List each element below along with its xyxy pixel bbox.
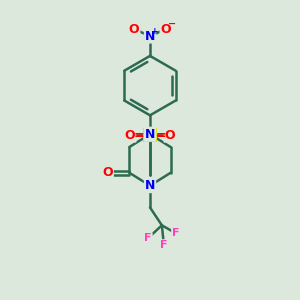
Text: F: F — [160, 240, 168, 250]
Text: =: = — [156, 129, 166, 142]
Text: O: O — [160, 22, 171, 36]
Text: F: F — [144, 233, 152, 243]
Text: F: F — [172, 228, 179, 238]
Text: =: = — [134, 129, 144, 142]
Text: S: S — [145, 128, 155, 142]
Text: O: O — [129, 22, 140, 36]
Text: O: O — [125, 129, 136, 142]
Text: O: O — [102, 166, 113, 179]
FancyBboxPatch shape — [143, 128, 157, 142]
Text: N: N — [145, 128, 155, 141]
Text: +: + — [151, 27, 159, 36]
Text: N: N — [145, 179, 155, 192]
Text: −: − — [168, 19, 176, 29]
Text: N: N — [145, 30, 155, 43]
Text: O: O — [164, 129, 175, 142]
